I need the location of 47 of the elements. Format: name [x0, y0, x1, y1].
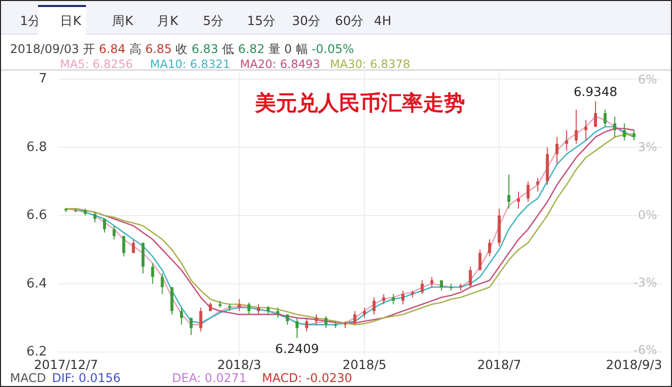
y-tick-label: 6.8 — [26, 140, 47, 155]
text: 量 0 — [264, 42, 292, 56]
text: DIF: 0.0156 — [52, 371, 121, 385]
text: MA5: 6.8256 — [60, 57, 133, 71]
text: MA30: 6.8378 — [330, 57, 410, 71]
y2-tick-label: 3% — [638, 140, 657, 154]
text: 月K — [157, 13, 179, 28]
x-tick-label: 2018/9/3 — [606, 357, 662, 372]
text: 1分 — [20, 13, 41, 28]
text: -0.05% — [308, 42, 354, 56]
text: 4H — [374, 13, 392, 28]
text: 6.85 — [141, 42, 172, 56]
y-tick-label: 6.4 — [26, 276, 47, 292]
text: MACD — [10, 371, 46, 385]
x-tick-label: 2018/5 — [342, 357, 386, 372]
text: 6.83 — [188, 42, 218, 56]
text: MACD: -0.0230 — [262, 371, 352, 385]
text: 周K — [112, 13, 134, 28]
text: 日K — [60, 13, 82, 28]
text: 15分 — [247, 13, 276, 28]
text: 6.82 — [234, 42, 265, 56]
text: 开 — [79, 42, 95, 56]
annotation: 6.9348 — [574, 84, 618, 100]
text: 30分 — [292, 13, 321, 28]
text: MA10: 6.8321 — [150, 57, 230, 71]
text: 6.84 — [95, 42, 126, 56]
y2-tick-label: -3% — [634, 275, 657, 290]
text: 高 — [126, 42, 142, 56]
y2-tick-label: -6% — [634, 342, 657, 357]
y-tick-label: 6.6 — [26, 208, 47, 224]
x-tick-label: 2018/7 — [477, 357, 522, 372]
y-tick-label: 6.2 — [26, 344, 47, 360]
text: 60分 — [335, 13, 364, 28]
text: 美元兑人民币汇率走势 — [254, 91, 465, 115]
y2-tick-label: 0% — [638, 208, 657, 222]
text: DEA: 0.0271 — [172, 371, 247, 385]
annotation: 6.2409 — [275, 341, 319, 356]
text: 低 — [218, 42, 234, 56]
x-tick-label: 2018/3 — [217, 357, 262, 372]
y2-tick-label: 6% — [638, 72, 657, 87]
text: 2018/09/03 — [10, 42, 80, 56]
x-tick-label: 2017/12/7 — [34, 357, 98, 372]
text: MA20: 6.8493 — [240, 57, 320, 71]
y-tick-label: 7 — [38, 72, 47, 87]
text: 5分 — [203, 13, 224, 28]
text: 收 — [172, 42, 188, 56]
text: 幅 — [292, 42, 308, 56]
